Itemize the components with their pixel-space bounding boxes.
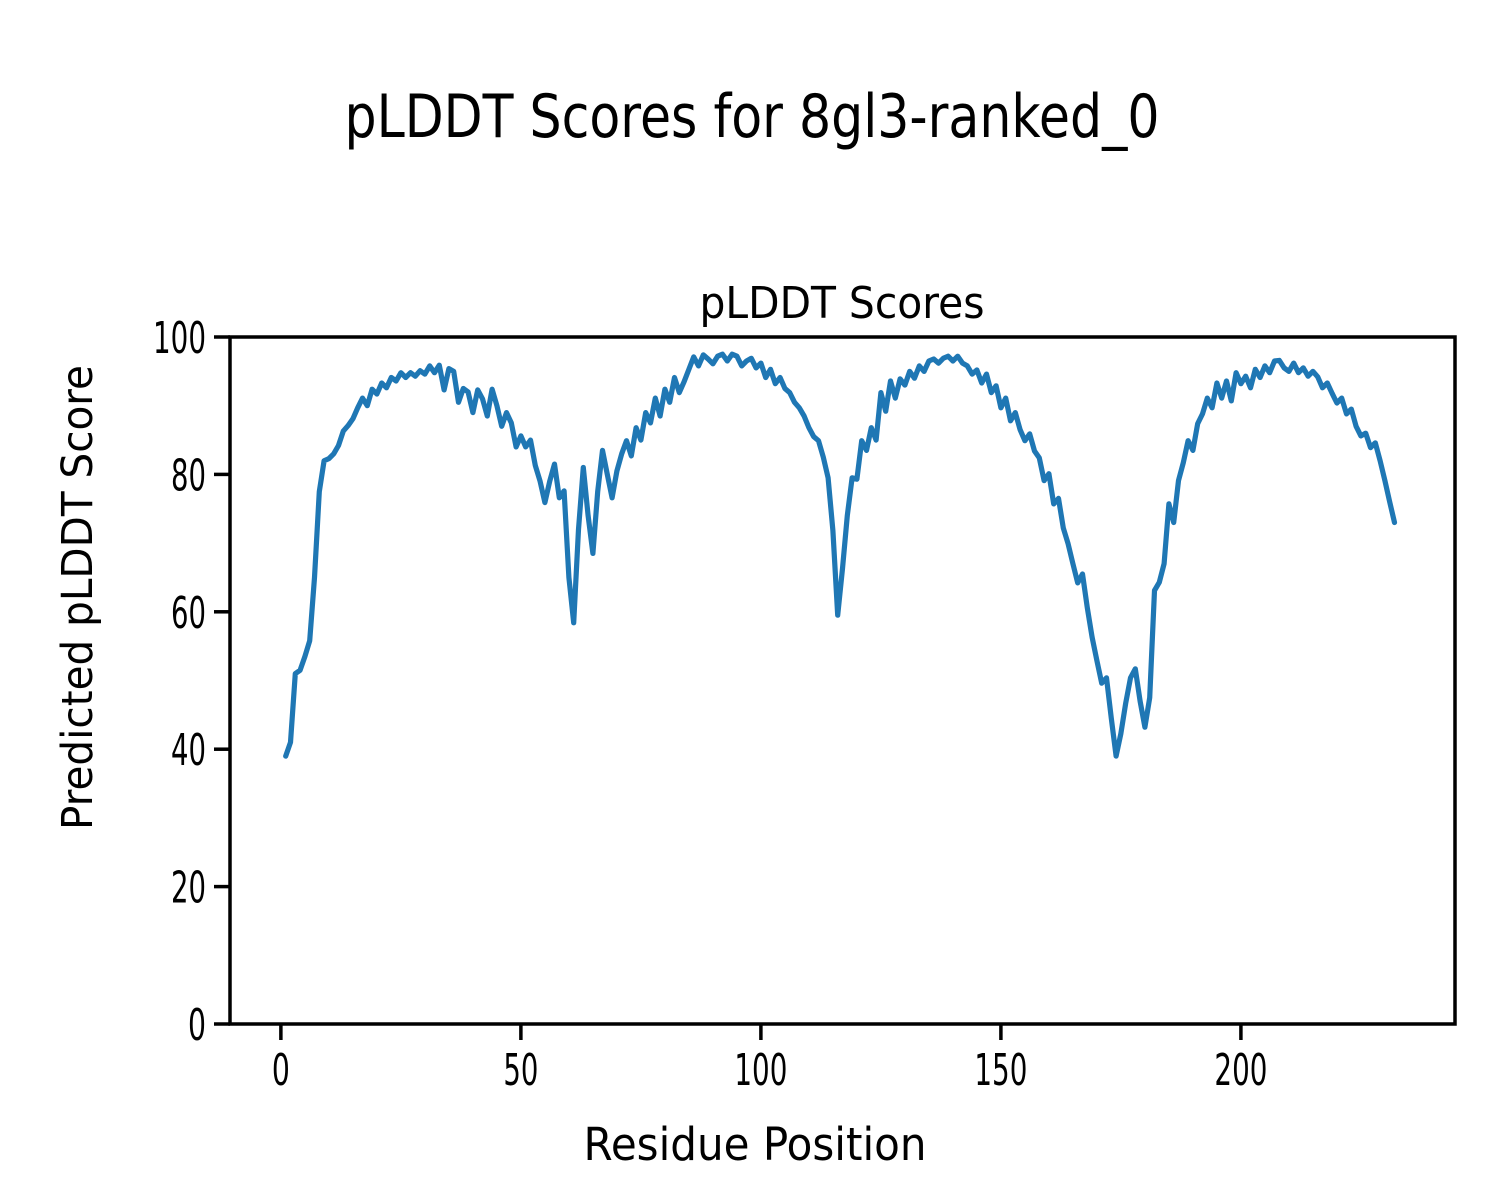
x-tick-label: 100 [734, 1045, 787, 1096]
y-axis-label: Predicted pLDDT Score [53, 365, 103, 830]
x-axis-label: Residue Position [584, 1118, 927, 1171]
x-axis-ticks: 0 50 100 150 200 [272, 1024, 1267, 1096]
y-tick-label: 0 [188, 1000, 206, 1051]
x-tick-label: 50 [503, 1045, 538, 1096]
figure-title: pLDDT Scores for 8gl3-ranked_0 [345, 82, 1160, 152]
x-tick-label: 200 [1214, 1045, 1267, 1096]
x-tick-label: 0 [272, 1045, 290, 1096]
y-axis-ticks: 0 20 40 60 80 100 [153, 313, 230, 1051]
plot-area [228, 335, 1457, 1026]
y-tick-label: 60 [171, 588, 206, 639]
plddt-score-line [283, 351, 1398, 759]
y-tick-label: 100 [153, 313, 206, 364]
y-tick-label: 40 [171, 725, 206, 776]
x-tick-label: 150 [974, 1045, 1027, 1096]
y-tick-label: 80 [171, 450, 206, 501]
axes-title: pLDDT Scores [700, 278, 985, 329]
y-tick-label: 20 [171, 863, 206, 914]
